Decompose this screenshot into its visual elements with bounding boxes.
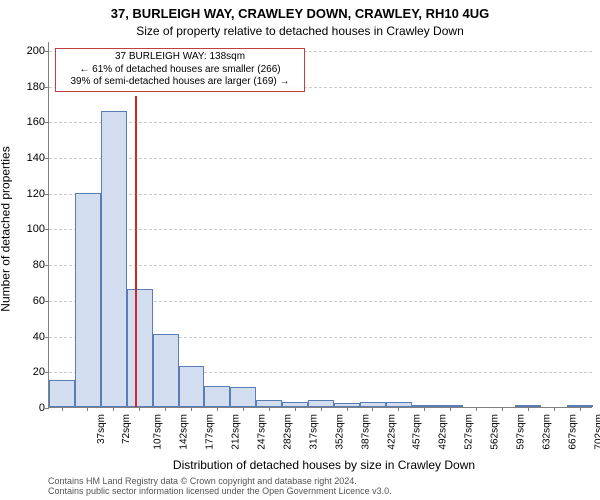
- annotation-line1: 37 BURLEIGH WAY: 138sqm: [62, 51, 298, 64]
- ytick-label: 100: [19, 223, 45, 235]
- xtick-label: 317sqm: [308, 414, 319, 450]
- ytick-mark: [45, 408, 49, 409]
- ytick-mark: [45, 265, 49, 266]
- y-axis-label: Number of detached properties: [0, 0, 12, 458]
- xtick-mark: [528, 407, 529, 411]
- ytick-mark: [45, 372, 49, 373]
- gridline: [49, 229, 592, 230]
- xtick-mark: [476, 407, 477, 411]
- annotation-line3: 39% of semi-detached houses are larger (…: [62, 76, 298, 89]
- xtick-label: 107sqm: [153, 414, 164, 450]
- chart-title-line1: 37, BURLEIGH WAY, CRAWLEY DOWN, CRAWLEY,…: [0, 6, 600, 21]
- ytick-label: 180: [19, 81, 45, 93]
- ytick-mark: [45, 87, 49, 88]
- xtick-label: 177sqm: [205, 414, 216, 450]
- xtick-label: 632sqm: [542, 414, 553, 450]
- histogram-bar: [127, 289, 153, 407]
- xtick-mark: [580, 407, 581, 411]
- annotation-box: 37 BURLEIGH WAY: 138sqm ← 61% of detache…: [55, 48, 305, 92]
- ytick-mark: [45, 122, 49, 123]
- xtick-label: 387sqm: [360, 414, 371, 450]
- ytick-label: 200: [19, 45, 45, 57]
- footer-credits: Contains HM Land Registry data © Crown c…: [48, 476, 592, 497]
- histogram-bar: [256, 400, 282, 407]
- xtick-mark: [87, 407, 88, 411]
- ytick-mark: [45, 337, 49, 338]
- gridline: [49, 194, 592, 195]
- xtick-label: 212sqm: [231, 414, 242, 450]
- xtick-mark: [165, 407, 166, 411]
- ytick-label: 20: [19, 366, 45, 378]
- histogram-bar: [153, 334, 179, 407]
- plot-area: 37 BURLEIGH WAY: 138sqm ← 61% of detache…: [48, 42, 592, 408]
- footer-line1: Contains HM Land Registry data © Crown c…: [48, 476, 592, 486]
- histogram-bar: [49, 380, 75, 407]
- ytick-mark: [45, 229, 49, 230]
- ytick-label: 80: [19, 259, 45, 271]
- xtick-mark: [191, 407, 192, 411]
- xtick-label: 37sqm: [96, 414, 107, 444]
- xtick-label: 597sqm: [516, 414, 527, 450]
- xtick-mark: [139, 407, 140, 411]
- xtick-label: 527sqm: [464, 414, 475, 450]
- xtick-label: 457sqm: [412, 414, 423, 450]
- ytick-mark: [45, 158, 49, 159]
- chart-root: { "title_line1": "37, BURLEIGH WAY, CRAW…: [0, 0, 600, 500]
- ytick-label: 60: [19, 295, 45, 307]
- histogram-bar: [179, 366, 205, 407]
- xtick-mark: [347, 407, 348, 411]
- xtick-label: 247sqm: [257, 414, 268, 450]
- xtick-mark: [450, 407, 451, 411]
- chart-title-line2: Size of property relative to detached ho…: [0, 24, 600, 38]
- gridline: [49, 265, 592, 266]
- ytick-mark: [45, 51, 49, 52]
- gridline: [49, 122, 592, 123]
- xtick-mark: [321, 407, 322, 411]
- xtick-mark: [62, 407, 63, 411]
- ytick-mark: [45, 301, 49, 302]
- xtick-label: 142sqm: [179, 414, 190, 450]
- histogram-bar: [308, 400, 334, 407]
- xtick-label: 422sqm: [386, 414, 397, 450]
- histogram-bar: [75, 193, 101, 407]
- xtick-mark: [554, 407, 555, 411]
- ytick-label: 140: [19, 152, 45, 164]
- ytick-mark: [45, 194, 49, 195]
- histogram-bar: [230, 387, 256, 407]
- xtick-mark: [113, 407, 114, 411]
- xtick-label: 562sqm: [490, 414, 501, 450]
- xtick-label: 492sqm: [438, 414, 449, 450]
- xtick-mark: [295, 407, 296, 411]
- ytick-label: 160: [19, 116, 45, 128]
- gridline: [49, 158, 592, 159]
- ytick-label: 0: [19, 402, 45, 414]
- xtick-label: 72sqm: [122, 414, 133, 444]
- xtick-mark: [269, 407, 270, 411]
- ytick-label: 120: [19, 188, 45, 200]
- reference-line: [135, 96, 137, 407]
- xtick-mark: [372, 407, 373, 411]
- histogram-bar: [204, 386, 230, 407]
- ytick-label: 40: [19, 331, 45, 343]
- xtick-label: 667sqm: [567, 414, 578, 450]
- xtick-label: 282sqm: [282, 414, 293, 450]
- xtick-label: 352sqm: [334, 414, 345, 450]
- xtick-mark: [398, 407, 399, 411]
- x-axis-label: Distribution of detached houses by size …: [48, 458, 600, 472]
- xtick-mark: [424, 407, 425, 411]
- xtick-mark: [217, 407, 218, 411]
- xtick-label: 702sqm: [593, 414, 600, 450]
- footer-line2: Contains public sector information licen…: [48, 486, 592, 496]
- xtick-mark: [243, 407, 244, 411]
- annotation-line2: ← 61% of detached houses are smaller (26…: [62, 64, 298, 77]
- histogram-bar: [101, 111, 127, 407]
- xtick-mark: [502, 407, 503, 411]
